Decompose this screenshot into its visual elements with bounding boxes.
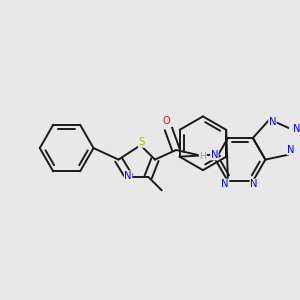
Text: N: N bbox=[293, 124, 300, 134]
Text: N: N bbox=[269, 117, 276, 127]
Text: N: N bbox=[211, 150, 218, 160]
Text: N: N bbox=[221, 179, 229, 189]
Text: S: S bbox=[138, 137, 145, 147]
Text: N: N bbox=[250, 179, 258, 189]
Text: N: N bbox=[124, 171, 132, 181]
Text: O: O bbox=[163, 116, 170, 126]
Text: N: N bbox=[287, 145, 295, 154]
Text: H: H bbox=[200, 152, 206, 161]
